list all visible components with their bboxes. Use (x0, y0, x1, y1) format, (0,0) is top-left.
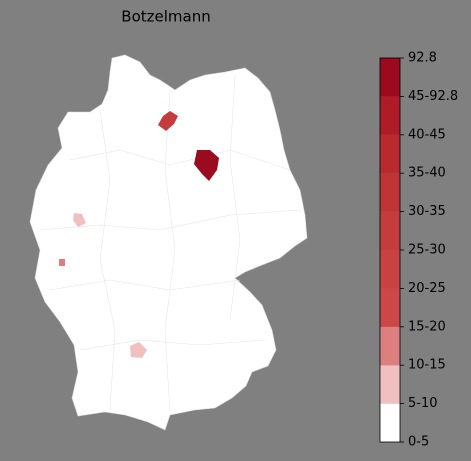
colorbar-segment (380, 326, 400, 366)
region-borders (39, 74, 301, 413)
country-outline (29, 54, 308, 431)
colorbar-segment (380, 288, 400, 327)
colorbar-label: 30-35 (408, 204, 446, 219)
colorbar-label: 15-20 (408, 319, 446, 334)
colorbar-label: 45-92.8 (408, 89, 458, 104)
colorbar: 0-5 5-10 10-15 15-20 20-25 25-30 30-35 35-40 40-… (379, 51, 458, 450)
region-highlight (73, 213, 86, 227)
colorbar-label: 10-15 (408, 358, 446, 373)
colorbar-label: 35-40 (408, 166, 446, 181)
colorbar-segment (380, 134, 400, 174)
colorbar-segment (380, 250, 400, 289)
region-highlight (158, 111, 178, 131)
colorbar-label: 5-10 (408, 396, 438, 411)
colorbar-segment (380, 58, 400, 97)
region-highlight (194, 150, 219, 181)
colorbar-label: 40-45 (408, 127, 446, 142)
region-highlight (59, 259, 65, 266)
colorbar-segment (380, 211, 400, 250)
colorbar-segment (380, 365, 400, 404)
colorbar-label: 92.8 (408, 51, 437, 66)
colorbar-segment (380, 173, 400, 212)
colorbar-label: 0-5 (408, 435, 429, 450)
map-title: Botzelmann (121, 8, 210, 26)
colorbar-segment (380, 403, 400, 442)
colorbar-label: 20-25 (408, 281, 446, 296)
region-highlight (130, 342, 147, 358)
colorbar-label: 25-30 (408, 243, 446, 258)
colorbar-segment (380, 96, 400, 135)
